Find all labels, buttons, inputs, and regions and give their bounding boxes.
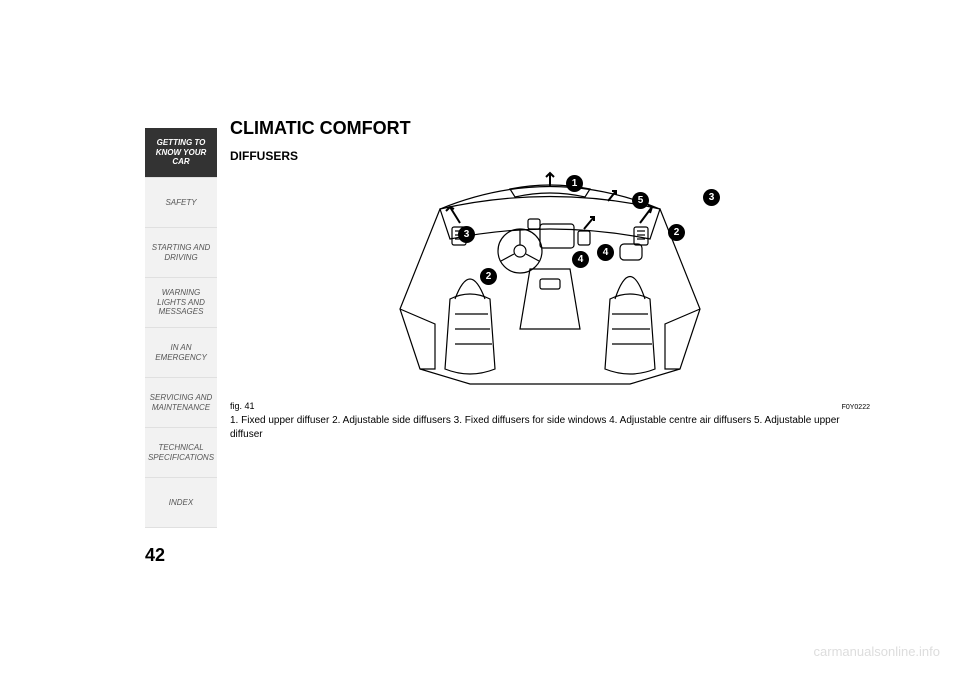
nav-label: STARTING AND DRIVING	[147, 243, 215, 262]
nav-safety[interactable]: SAFETY	[145, 178, 217, 228]
figure-meta-row: fig. 41 F0Y0222	[230, 401, 870, 411]
nav-label: WARNING LIGHTS AND MESSAGES	[147, 288, 215, 317]
section-title: CLIMATIC COMFORT	[230, 118, 870, 139]
callout-4-left: 4	[572, 251, 589, 268]
nav-label: SERVICING AND MAINTENANCE	[147, 393, 215, 412]
nav-getting-to-know[interactable]: GETTING TO KNOW YOUR CAR	[145, 128, 217, 178]
callout-2-right: 2	[668, 224, 685, 241]
callout-3-right: 3	[703, 189, 720, 206]
nav-label: SAFETY	[165, 198, 196, 208]
nav-servicing[interactable]: SERVICING AND MAINTENANCE	[145, 378, 217, 428]
nav-warning-lights[interactable]: WARNING LIGHTS AND MESSAGES	[145, 278, 217, 328]
callout-5: 5	[632, 192, 649, 209]
nav-label: TECHNICAL SPECIFICATIONS	[147, 443, 215, 462]
figure-diffusers: 1 5 3 3 2 4 4 2	[230, 169, 870, 399]
figure-caption: 1. Fixed upper diffuser 2. Adjustable si…	[230, 414, 870, 442]
nav-emergency[interactable]: IN AN EMERGENCY	[145, 328, 217, 378]
watermark: carmanualsonline.info	[814, 644, 940, 659]
nav-index[interactable]: INDEX	[145, 478, 217, 528]
nav-label: GETTING TO KNOW YOUR CAR	[147, 138, 215, 167]
callout-3-left: 3	[458, 226, 475, 243]
figure-code: F0Y0222	[842, 404, 870, 411]
nav-technical-specs[interactable]: TECHNICAL SPECIFICATIONS	[145, 428, 217, 478]
nav-starting-driving[interactable]: STARTING AND DRIVING	[145, 228, 217, 278]
callout-1: 1	[566, 175, 583, 192]
callout-4-right: 4	[597, 244, 614, 261]
callout-2-left: 2	[480, 268, 497, 285]
dashboard-svg	[380, 169, 720, 389]
nav-label: IN AN EMERGENCY	[147, 343, 215, 362]
main-content: CLIMATIC COMFORT DIFFUSERS	[230, 118, 870, 442]
figure-label: fig. 41	[230, 401, 255, 411]
section-subtitle: DIFFUSERS	[230, 149, 870, 163]
page-number: 42	[145, 545, 165, 566]
dashboard-diagram: 1 5 3 3 2 4 4 2	[380, 169, 720, 389]
nav-label: INDEX	[169, 498, 193, 508]
sidebar-nav: GETTING TO KNOW YOUR CAR SAFETY STARTING…	[145, 128, 217, 528]
